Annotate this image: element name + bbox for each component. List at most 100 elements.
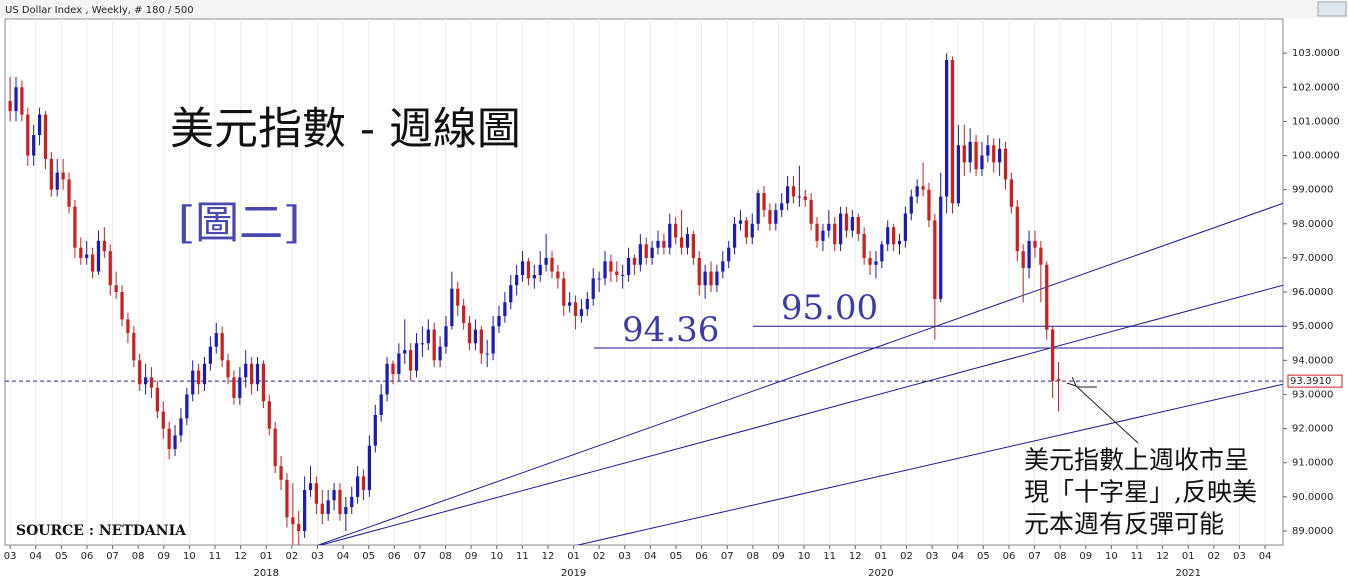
candle-body bbox=[291, 517, 295, 525]
candle-body bbox=[397, 353, 401, 374]
candle-body bbox=[173, 435, 177, 450]
y-tick-label: 102.0000 bbox=[1292, 82, 1340, 93]
axes: 89.0000 90.0000 91.0000 92.0000 93.0000 94.00… bbox=[4, 48, 1340, 579]
candle-body bbox=[79, 247, 83, 258]
candle-body bbox=[550, 257, 554, 272]
candle-body bbox=[721, 261, 725, 272]
header-bar bbox=[0, 0, 1348, 18]
candle-body bbox=[780, 203, 784, 211]
candle-body bbox=[361, 476, 366, 491]
candle-body bbox=[944, 59, 949, 197]
candle-body bbox=[420, 343, 425, 345]
candle-body bbox=[244, 363, 248, 378]
candle-body bbox=[344, 507, 348, 514]
candle-body bbox=[520, 261, 525, 276]
candle-body bbox=[138, 360, 142, 385]
candle-body bbox=[974, 141, 978, 170]
candle-body bbox=[1051, 329, 1055, 381]
plot-frame bbox=[4, 18, 1284, 546]
x-tick-label: 08 bbox=[439, 551, 452, 562]
candle-body bbox=[579, 309, 584, 316]
x-tick-label: 01 bbox=[260, 551, 273, 562]
x-tick-label: 05 bbox=[55, 551, 68, 562]
candle-body bbox=[727, 247, 731, 262]
candle-body bbox=[55, 172, 59, 190]
candle-body bbox=[833, 223, 837, 245]
x-tick-label: 11 bbox=[823, 551, 836, 562]
annotation: 美元指數上週收市呈 現「十字星」,反映美 元本週有反彈可能 bbox=[1024, 446, 1257, 539]
candle-body bbox=[909, 196, 913, 214]
x-tick-label: 06 bbox=[388, 551, 401, 562]
y-tick-label: 95.0000 bbox=[1292, 321, 1333, 332]
x-tick-label: 05 bbox=[977, 551, 990, 562]
candle-body bbox=[49, 158, 53, 190]
candle-body bbox=[597, 278, 601, 280]
candle-body bbox=[656, 240, 660, 248]
x-tick-label: 04 bbox=[644, 551, 657, 562]
x-tick-label: 09 bbox=[772, 551, 785, 562]
candle-body bbox=[73, 206, 77, 248]
candle-body bbox=[1033, 240, 1037, 248]
candle-body bbox=[114, 285, 118, 293]
candle-body bbox=[185, 394, 189, 419]
candle-body bbox=[827, 223, 831, 231]
candle-body bbox=[102, 240, 106, 252]
y-tick-label: 98.0000 bbox=[1292, 219, 1333, 230]
last-price-box bbox=[1287, 374, 1343, 388]
y-tick-label: 96.0000 bbox=[1292, 287, 1333, 298]
x-tick-label: 01 bbox=[1182, 551, 1195, 562]
candle-body bbox=[297, 524, 301, 532]
candle-body bbox=[467, 322, 472, 344]
candle-body bbox=[538, 264, 542, 276]
candle-body bbox=[285, 479, 289, 518]
x-tick-label: 04 bbox=[1259, 551, 1272, 562]
header: US Dollar Index , Weekly, # 180 / 500 bbox=[5, 5, 194, 16]
candle-body bbox=[491, 326, 495, 354]
candle-body bbox=[255, 363, 260, 385]
candle-body bbox=[685, 234, 690, 248]
candle-body bbox=[650, 247, 654, 258]
candle-body bbox=[479, 329, 483, 354]
annotation-line: 現「十字星」,反映美 bbox=[1024, 478, 1257, 507]
candle-body bbox=[562, 278, 566, 306]
trend-line bbox=[575, 383, 1283, 545]
candle-body bbox=[939, 196, 943, 299]
candle-body bbox=[1045, 264, 1049, 330]
candle-body bbox=[96, 240, 101, 272]
candle-body bbox=[1027, 240, 1031, 269]
y-tick-label: 100.0000 bbox=[1292, 151, 1340, 162]
candle-body bbox=[809, 199, 813, 224]
x-tick-label: 02 bbox=[285, 551, 298, 562]
candle-body bbox=[438, 346, 442, 361]
candle-body bbox=[350, 496, 354, 508]
candle-body bbox=[132, 333, 136, 361]
candle-body bbox=[956, 145, 961, 204]
candle-body bbox=[1003, 148, 1008, 180]
x-tick-label: 09 bbox=[1079, 551, 1092, 562]
candle-body bbox=[750, 223, 754, 238]
last-price-label: 93.3910 bbox=[1290, 376, 1331, 387]
candle-body bbox=[933, 220, 937, 299]
x-tick-label: 03 bbox=[618, 551, 631, 562]
candle-body bbox=[603, 261, 607, 279]
candle-body bbox=[196, 370, 201, 385]
candle-body bbox=[155, 387, 159, 412]
candle-body bbox=[544, 257, 548, 265]
candle-body bbox=[591, 278, 595, 299]
candle-body bbox=[1056, 379, 1061, 382]
candle-body bbox=[927, 189, 931, 221]
y-tick-label: 101.0000 bbox=[1292, 116, 1340, 127]
candle-body bbox=[850, 216, 854, 231]
window-control[interactable] bbox=[1317, 1, 1347, 17]
trend-line bbox=[319, 284, 1283, 545]
candle-body bbox=[732, 223, 737, 248]
candle-body bbox=[314, 483, 319, 504]
candle-body bbox=[626, 257, 631, 276]
candle-body bbox=[621, 275, 625, 277]
candle-body bbox=[709, 271, 713, 286]
candle-body bbox=[998, 148, 1002, 163]
x-tick-label: 08 bbox=[132, 551, 145, 562]
